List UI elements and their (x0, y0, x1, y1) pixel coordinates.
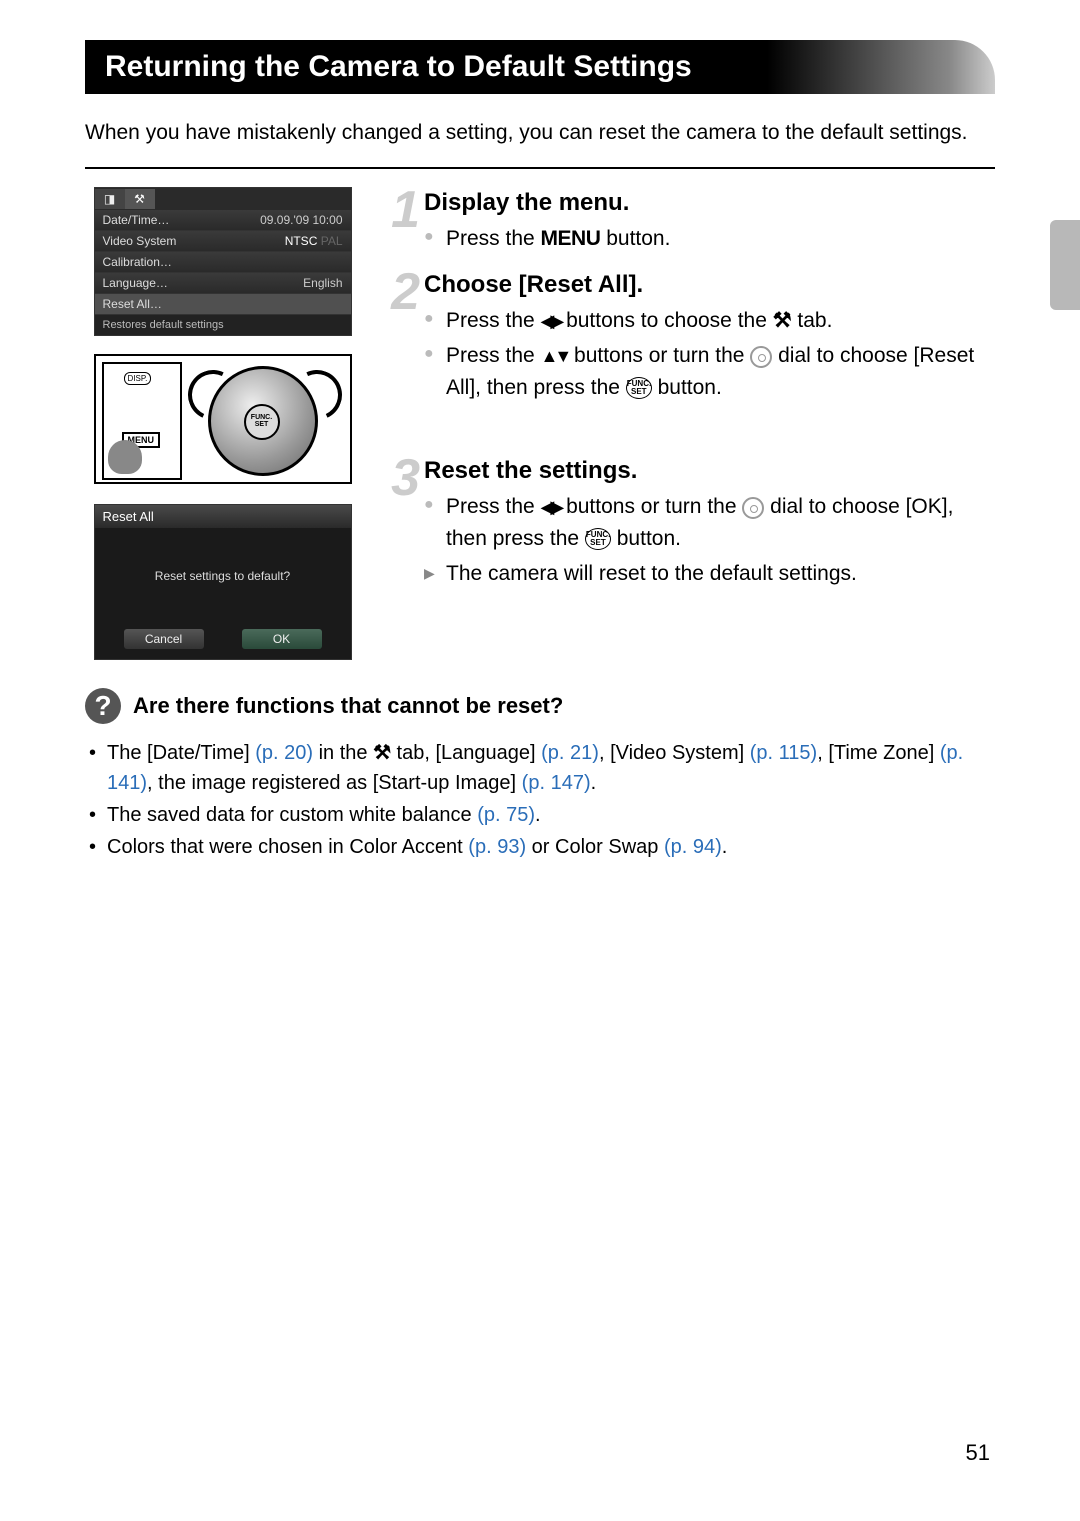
info-item: The saved data for custom white balance … (89, 800, 995, 830)
text: tab, [Language] (391, 742, 541, 764)
step-instruction: Press the ◀▶ buttons or turn the dial to… (424, 491, 995, 554)
menu-footer: Restores default settings (95, 315, 351, 335)
tools-icon: ⚒ (773, 309, 792, 332)
func-set-icon: FUNC.SET (585, 528, 611, 550)
confirm-header: Reset All (95, 505, 351, 528)
page-ref: (p. 94) (664, 836, 722, 858)
page-ref: (p. 75) (477, 804, 535, 826)
step-title: Reset the settings. (424, 457, 995, 485)
menu-row-video: Video System NTSC PAL (95, 231, 351, 252)
menu-label: Calibration… (103, 255, 172, 269)
steps-column: 1 Display the menu. Press the MENU butto… (380, 187, 995, 660)
text: Press the (446, 495, 541, 518)
page-title: Returning the Camera to Default Settings (105, 50, 975, 84)
text: in the (313, 742, 373, 764)
menu-value: English (303, 276, 342, 290)
cancel-button: Cancel (124, 629, 204, 649)
step-result: The camera will reset to the default set… (424, 558, 995, 590)
menu-row-calibration: Calibration… (95, 252, 351, 273)
tools-icon: ⚒ (373, 742, 391, 764)
lcd-confirm-screenshot: Reset All Reset settings to default? Can… (94, 504, 352, 660)
text: buttons or turn the (560, 495, 742, 518)
control-dial-illustration: MENU FUNC.SET (94, 354, 352, 484)
main-content: ◨ ⚒ Date/Time… 09.09.'09 10:00 Video Sys… (85, 187, 995, 660)
intro-text: When you have mistakenly changed a setti… (85, 119, 995, 147)
thumb-icon (108, 440, 142, 474)
func-set-button-icon: FUNC.SET (244, 404, 280, 440)
step-number: 1 (380, 187, 424, 259)
text: . (591, 772, 597, 794)
step-instruction: Press the ◀▶ buttons to choose the ⚒ tab… (424, 305, 995, 337)
divider (85, 167, 995, 169)
lcd-menu-screenshot: ◨ ⚒ Date/Time… 09.09.'09 10:00 Video Sys… (94, 187, 352, 336)
menu-label: Video System (103, 234, 177, 248)
info-title: Are there functions that cannot be reset… (133, 693, 563, 719)
page-ref: (p. 21) (541, 742, 599, 764)
menu-label: Reset All… (103, 297, 162, 311)
text: , the image registered as [Start-up Imag… (147, 772, 522, 794)
text: tab. (792, 309, 833, 332)
dial-icon (742, 497, 764, 519)
page-number: 51 (966, 1440, 990, 1466)
text: buttons to choose the (560, 309, 772, 332)
text: Press the (446, 344, 541, 367)
text: button. (652, 376, 722, 399)
page-ref: (p. 115) (750, 742, 817, 764)
page-ref: (p. 147) (522, 772, 591, 794)
tools-tab-icon: ⚒ (125, 189, 155, 209)
illustration-column: ◨ ⚒ Date/Time… 09.09.'09 10:00 Video Sys… (85, 187, 360, 660)
menu-button-illustration: MENU (102, 362, 182, 480)
menu-row-language: Language… English (95, 273, 351, 294)
info-item: Colors that were chosen in Color Accent … (89, 832, 995, 862)
menu-value: 09.09.'09 10:00 (260, 213, 342, 227)
step-number: 2 (380, 269, 424, 408)
text: Press the (446, 227, 541, 250)
dial-icon (750, 346, 772, 368)
step-number: 3 (380, 455, 424, 594)
confirm-prompt: Reset settings to default? (95, 528, 351, 623)
func-set-icon: FUNC.SET (626, 377, 652, 399)
text: The saved data for custom white balance (107, 804, 477, 826)
step-title: Choose [Reset All]. (424, 271, 995, 299)
text: , [Video System] (599, 742, 750, 764)
menu-label: Date/Time… (103, 213, 170, 227)
page-ref: (p. 93) (468, 836, 526, 858)
text: , [Time Zone] (817, 742, 940, 764)
text: or Color Swap (526, 836, 664, 858)
text: The [Date/Time] (107, 742, 255, 764)
step-2: 2 Choose [Reset All]. Press the ◀▶ butto… (380, 269, 995, 408)
left-right-icon: ◀▶ (541, 497, 561, 517)
menu-label: Language… (103, 276, 168, 290)
left-right-icon: ◀▶ (541, 311, 561, 331)
question-icon: ? (85, 688, 121, 724)
step-instruction: Press the ▲▼ buttons or turn the dial to… (424, 340, 995, 403)
info-box: ? Are there functions that cannot be res… (85, 688, 995, 862)
ok-button: OK (242, 629, 322, 649)
text: Colors that were chosen in Color Accent (107, 836, 468, 858)
step-title: Display the menu. (424, 189, 995, 217)
text: button. (611, 527, 681, 550)
page-title-bar: Returning the Camera to Default Settings (85, 40, 995, 94)
up-down-icon: ▲▼ (541, 346, 569, 366)
step-3: 3 Reset the settings. Press the ◀▶ butto… (380, 455, 995, 594)
text: buttons or turn the (568, 344, 750, 367)
camera-tab-icon: ◨ (95, 189, 125, 209)
menu-value-pal: PAL (321, 234, 343, 248)
menu-value-ntsc: NTSC (285, 234, 318, 248)
menu-word-icon: MENU (541, 227, 601, 250)
step-1: 1 Display the menu. Press the MENU butto… (380, 187, 995, 259)
page-ref: (p. 20) (255, 742, 313, 764)
text: Press the (446, 309, 541, 332)
text: . (722, 836, 728, 858)
text: . (535, 804, 541, 826)
step-instruction: Press the MENU button. (424, 223, 995, 255)
info-item: The [Date/Time] (p. 20) in the ⚒ tab, [L… (89, 738, 995, 798)
side-tab (1050, 220, 1080, 310)
menu-row-resetall: Reset All… (95, 294, 351, 315)
menu-row-datetime: Date/Time… 09.09.'09 10:00 (95, 210, 351, 231)
text: button. (600, 227, 670, 250)
info-list: The [Date/Time] (p. 20) in the ⚒ tab, [L… (85, 738, 995, 862)
